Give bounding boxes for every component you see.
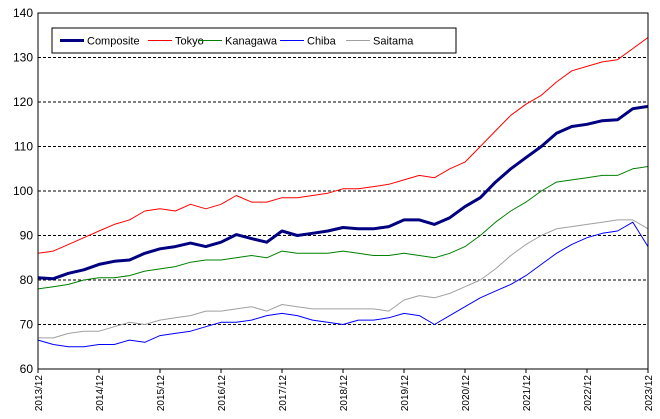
y-tick-label: 70 (20, 318, 34, 332)
x-tick-label: 2021/12 (522, 375, 533, 412)
series-line-saitama (38, 219, 649, 339)
x-tick-label: 2022/12 (583, 375, 594, 412)
gridlines (38, 57, 648, 325)
series-line-tokyo (37, 37, 649, 254)
legend-label-kanagawa: Kanagawa (225, 36, 278, 48)
y-tick-label: 90 (20, 229, 34, 243)
x-tick-label: 2016/12 (217, 375, 228, 412)
series-lines (37, 37, 649, 348)
x-tick-label: 2017/12 (278, 375, 289, 412)
x-tick-label: 2018/12 (339, 375, 350, 412)
series-line-kanagawa (37, 166, 649, 290)
y-tick-label: 80 (20, 273, 34, 287)
legend-label-saitama: Saitama (373, 36, 414, 48)
y-tick-label: 60 (20, 362, 34, 376)
x-tick-label: 2020/12 (461, 375, 472, 412)
legend-label-tokyo: Tokyo (175, 36, 204, 48)
y-tick-label: 140 (13, 6, 33, 20)
x-tick-label: 2013/12 (34, 375, 45, 412)
y-axis: 60 70 80 90 100 110 120 130 140 (13, 6, 33, 376)
x-tick-label: 2014/12 (95, 375, 106, 412)
y-tick-label: 120 (13, 95, 33, 109)
legend: Composite Tokyo Kanagawa Chiba Saitama (51, 27, 457, 54)
x-tick-label: 2019/12 (400, 375, 411, 412)
series-line-chiba (37, 221, 649, 348)
y-tick-label: 100 (13, 184, 33, 198)
legend-label-chiba: Chiba (307, 36, 337, 48)
x-axis: 2013/12 2014/12 2015/12 2016/12 2017/12 2018/… (34, 369, 655, 411)
legend-label-composite: Composite (87, 36, 140, 48)
series-line-composite (37, 104, 649, 281)
x-tick-label: 2015/12 (156, 375, 167, 412)
y-tick-label: 110 (14, 140, 33, 154)
y-tick-label: 130 (13, 51, 33, 65)
legend-box (51, 27, 457, 54)
x-tick-label: 2023/12 (644, 375, 655, 412)
